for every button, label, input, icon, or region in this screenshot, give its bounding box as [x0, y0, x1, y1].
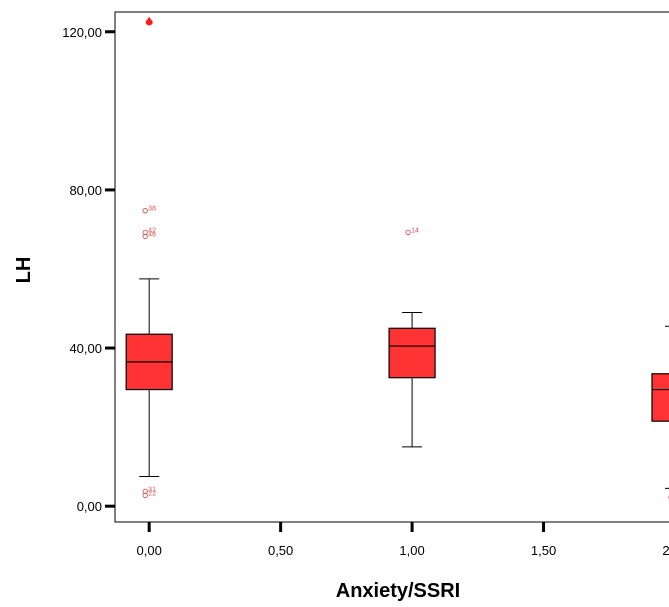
outlier-marker	[142, 208, 148, 214]
outlier-marker	[142, 233, 148, 240]
x-axis: 0,00 0,50 1,00 1,50 2,00	[137, 522, 669, 558]
box-iqr	[651, 373, 669, 422]
y-tick-label: 80,00	[69, 183, 102, 198]
x-tick-label: 1,50	[531, 543, 556, 558]
x-axis-title: Anxiety/SSRI	[336, 580, 460, 602]
y-axis-title: LH	[13, 257, 35, 284]
y-tick-label: 120,00	[62, 25, 102, 40]
box-group: 14	[388, 227, 436, 448]
x-tick-label: 0,50	[268, 543, 293, 558]
outlier-marker	[142, 492, 148, 498]
outlier-label: 31	[148, 486, 156, 493]
y-tick-label: 40,00	[69, 341, 102, 356]
outlier-marker	[405, 229, 411, 236]
outlier-label: 42	[148, 227, 156, 234]
y-tick-label: 0,00	[77, 499, 102, 514]
x-tick-label: 1,00	[399, 543, 424, 558]
outlier-label: 38	[148, 206, 156, 213]
box-iqr	[388, 327, 436, 379]
x-tick-label: 2,00	[662, 543, 669, 558]
extreme-marker	[145, 16, 153, 26]
outlier-label: 46	[148, 231, 156, 238]
outlier-label: 22	[148, 490, 156, 497]
boxes-layer: 38424631221452	[125, 16, 669, 500]
x-tick-label: 0,00	[137, 543, 162, 558]
plot-frame	[114, 11, 669, 523]
outlier-label: 14	[411, 227, 419, 234]
y-axis: 0,00 40,00 80,00 120,00	[62, 25, 115, 514]
